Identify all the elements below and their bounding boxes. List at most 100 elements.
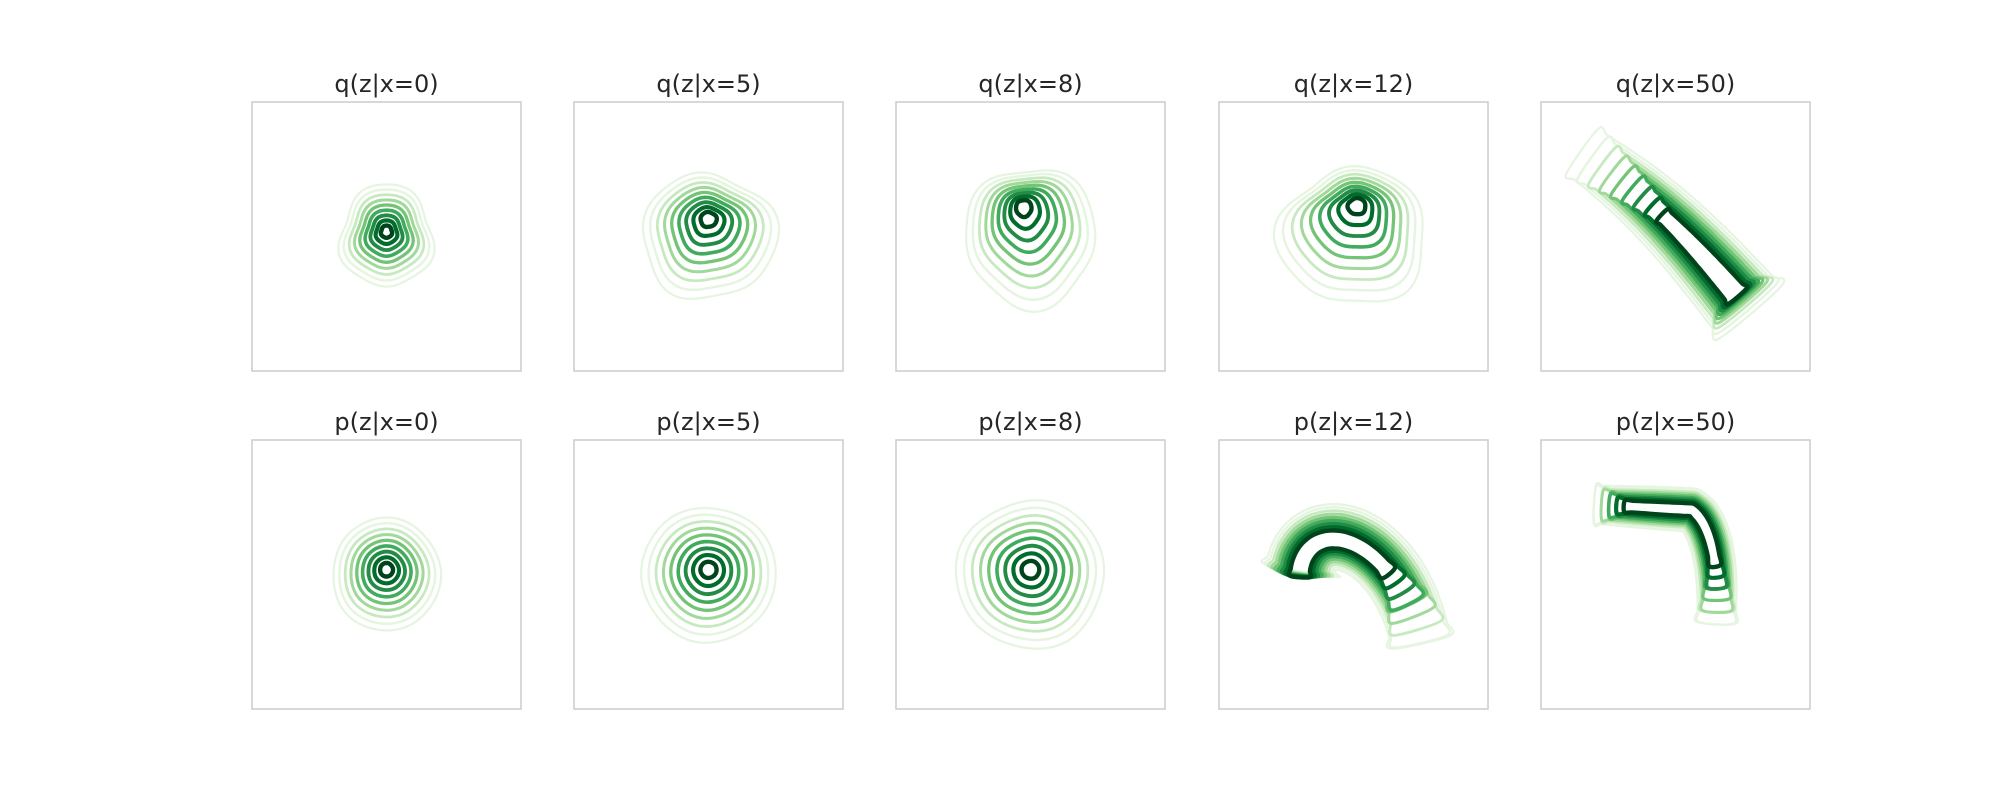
contour-line (342, 188, 431, 282)
contour-line (1308, 180, 1396, 260)
contour-line (965, 169, 1097, 313)
contour-line (343, 527, 431, 619)
contour-line (1608, 164, 1765, 321)
contour-line (970, 514, 1090, 633)
contour-set (1260, 503, 1455, 650)
contour-line (698, 209, 719, 230)
contour-line (1327, 188, 1382, 238)
contour-line (363, 208, 410, 258)
contour-line (670, 190, 750, 265)
contour-line (655, 181, 765, 283)
contour-line (1276, 518, 1426, 612)
axes-frame (895, 439, 1166, 710)
contour-line (1345, 195, 1368, 217)
panel-p-50: p(z|x=50) (1540, 408, 1811, 710)
contour-line (358, 203, 415, 264)
contour-set (337, 183, 436, 288)
contour-line (1263, 506, 1452, 649)
contour-line (368, 213, 405, 253)
contour-line (990, 183, 1067, 266)
contour-line (355, 538, 419, 606)
contour-line (1270, 512, 1437, 625)
contour-set (1272, 165, 1424, 303)
contour-line (654, 520, 763, 628)
contour-line (1654, 206, 1750, 307)
contour-line (352, 198, 421, 270)
panel-q-5: q(z|x=5) (573, 70, 844, 372)
contour-line (1290, 172, 1410, 281)
panel-q-50: q(z|x=50) (1540, 70, 1811, 372)
contour-line (1286, 528, 1398, 581)
contour-line (971, 172, 1090, 302)
panel-q-8: q(z|x=8) (895, 70, 1166, 372)
contour-line (377, 560, 396, 579)
panel-p-12: p(z|x=12) (1218, 408, 1489, 710)
contour-line (683, 546, 734, 597)
contour-line (1592, 483, 1738, 626)
panel-p-0: p(z|x=0) (251, 408, 522, 710)
contour-line (1599, 487, 1735, 614)
panel-title: p(z|x=12) (1294, 408, 1414, 436)
axes-frame (1540, 101, 1811, 372)
contour-line (1008, 194, 1042, 231)
contour-line (996, 187, 1059, 255)
panel-title: q(z|x=12) (1294, 70, 1414, 98)
contour-set (954, 499, 1106, 650)
contour-line (669, 533, 748, 612)
contour-line (337, 183, 436, 288)
contour-line (1620, 174, 1761, 317)
contour-set (1564, 126, 1786, 341)
axes-frame (1540, 439, 1811, 710)
contour-line (1011, 551, 1050, 590)
panel-title: p(z|x=5) (656, 408, 760, 436)
contour-line (373, 218, 400, 247)
panel-p-5: p(z|x=5) (573, 408, 844, 710)
panel-title: p(z|x=50) (1616, 408, 1736, 436)
contour-line (332, 516, 443, 632)
contour-line (1606, 489, 1733, 603)
contour-line (1272, 165, 1424, 303)
panel-q-12: q(z|x=12) (1218, 70, 1489, 372)
contour-line (360, 544, 413, 599)
contour-set (332, 516, 443, 632)
contour-line (640, 506, 777, 644)
contour-line (1597, 154, 1770, 325)
panel-title: q(z|x=5) (656, 70, 760, 98)
contour-set (1592, 481, 1740, 626)
contour-line (641, 171, 781, 300)
contour-line (1564, 126, 1786, 341)
contour-line (1642, 195, 1753, 310)
axes-frame (573, 439, 844, 710)
panel-title: q(z|x=8) (978, 70, 1082, 98)
contour-line (378, 223, 395, 240)
contour-line (338, 521, 437, 625)
contour-line (349, 533, 425, 612)
contour-line (684, 200, 735, 247)
contour-line (1266, 509, 1445, 637)
contour-line (1621, 497, 1724, 570)
contour-line (1336, 192, 1375, 228)
contour-line (648, 176, 773, 292)
contour-line (347, 193, 426, 276)
contour-line (1002, 190, 1051, 243)
contour-line (995, 536, 1066, 607)
contour-line (1631, 184, 1757, 313)
contour-set (641, 171, 781, 300)
contour-line (690, 552, 727, 589)
contour-line (954, 499, 1106, 650)
contour-line (1279, 521, 1417, 601)
contour-line (1013, 198, 1034, 220)
panel-title: p(z|x=8) (978, 408, 1082, 436)
contour-line (979, 521, 1082, 624)
contour-set (640, 506, 777, 644)
contour-line (987, 528, 1074, 616)
axes-frame (895, 101, 1166, 372)
contour-line (962, 506, 1098, 642)
contour-line (647, 513, 770, 636)
contour-line (698, 559, 719, 581)
panel-title: p(z|x=0) (334, 408, 438, 436)
contour-line (677, 195, 742, 256)
contour-line (366, 549, 407, 592)
contour-set (965, 169, 1097, 313)
